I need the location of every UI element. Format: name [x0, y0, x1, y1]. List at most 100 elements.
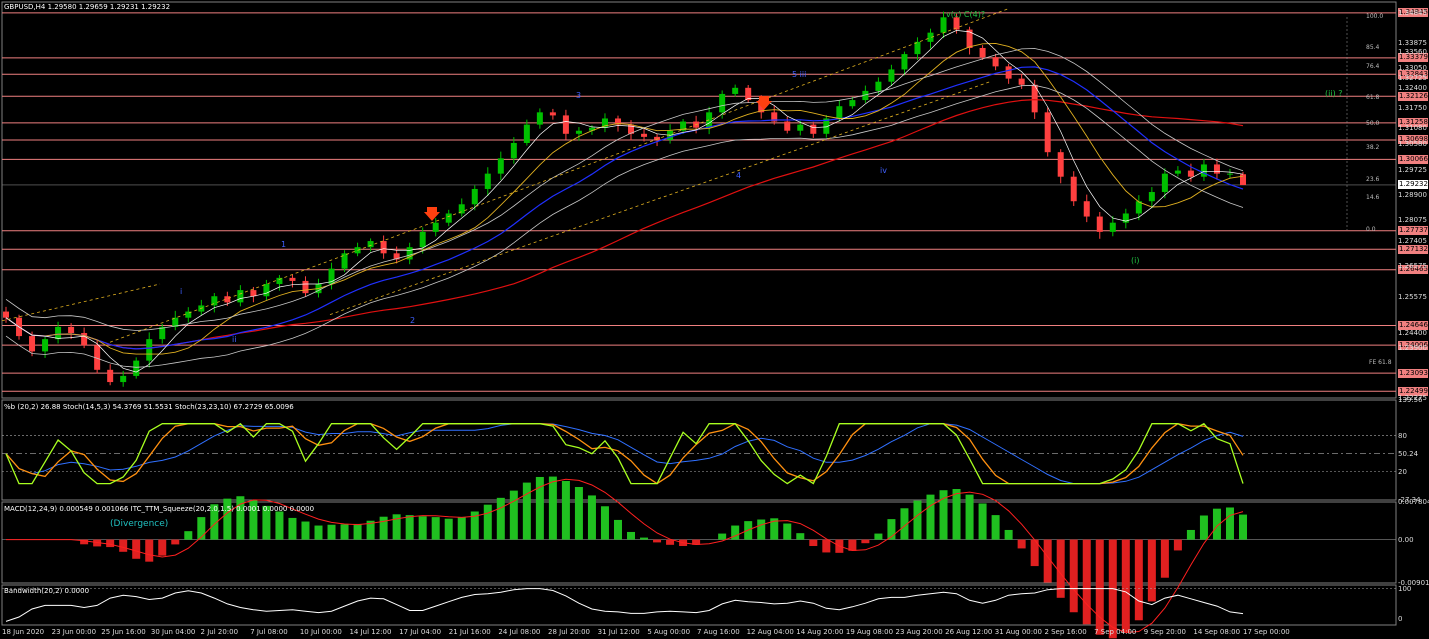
candle-body: [1148, 192, 1155, 202]
macd-histogram-bar: [757, 519, 766, 540]
candle-body: [654, 136, 661, 140]
stoch-axis-tick: 139.56: [1398, 396, 1423, 404]
candle-body: [771, 112, 778, 122]
macd-histogram-bar: [1199, 515, 1208, 540]
candle-body: [497, 158, 504, 174]
level-price-tag: 1.32843: [1398, 69, 1428, 79]
level-price-tag: 1.27132: [1398, 244, 1428, 254]
price-axis-tick: 1.29725: [1398, 165, 1427, 174]
macd-histogram-bar: [600, 506, 609, 540]
macd-histogram-bar: [1043, 539, 1052, 583]
candle-body: [1213, 164, 1220, 174]
candle-body: [432, 222, 439, 232]
candle-body: [328, 268, 335, 284]
candle-body: [927, 32, 934, 42]
candle-body: [641, 133, 648, 137]
candle-body: [263, 283, 270, 297]
candle-body: [836, 106, 843, 119]
macd-histogram-bar: [210, 504, 219, 540]
level-price-tag: 1.22499: [1398, 386, 1428, 396]
candle-body: [1005, 66, 1012, 79]
bandwidth-line: [5, 588, 1244, 622]
candle-body: [888, 69, 895, 82]
time-axis-tick: 23 Jun 00:00: [51, 628, 97, 636]
macd-histogram-bar: [1017, 539, 1026, 549]
candle-body: [940, 17, 947, 33]
macd-histogram-bar: [418, 516, 427, 540]
candle-body: [393, 253, 400, 260]
macd-axis-tick: 0.007804: [1398, 498, 1429, 506]
macd-histogram-bar: [770, 518, 779, 540]
candle-body: [120, 375, 127, 383]
candle-body: [1240, 174, 1246, 185]
wave-label: 3: [576, 91, 582, 100]
macd-histogram-bar: [288, 517, 297, 540]
candle-body: [1187, 170, 1194, 177]
current-price-tag: 1.29232: [1398, 180, 1428, 190]
candle-body: [875, 81, 882, 91]
bandwidth-axis-tick: 0: [1398, 615, 1403, 623]
trend-channel-upper: [109, 7, 1011, 343]
macd-histogram-bar: [327, 524, 336, 540]
time-axis-tick: 17 Sep 00:00: [1243, 628, 1290, 636]
bandwidth-panel-title: Bandwidth(20,2) 0.0000: [4, 587, 90, 595]
time-axis-tick: 23 Aug 20:00: [895, 628, 943, 636]
time-axis-tick: 7 Jul 08:00: [250, 628, 288, 636]
level-price-tag: 1.34845: [1398, 8, 1428, 18]
macd-histogram-bar: [796, 533, 805, 540]
price-axis-tick: 1.34845: [1398, 8, 1427, 17]
candle-body: [706, 112, 713, 128]
fib-level-label: 14.6: [1366, 194, 1380, 201]
candle-body: [1044, 112, 1051, 153]
candle-body: [1096, 216, 1103, 232]
macd-histogram-bar: [223, 498, 232, 540]
time-axis-tick: 14 Aug 20:00: [796, 628, 844, 636]
price-axis-tick: 1.32400: [1398, 83, 1427, 92]
wave-label: iv: [880, 166, 887, 175]
macd-histogram-bar: [1186, 529, 1195, 540]
macd-histogram-bar: [1173, 539, 1182, 551]
macd-panel-title: MACD(12,24,9) 0.000549 0.001066 ITC_TTM_…: [4, 505, 315, 513]
wave-label: 5 iii: [792, 70, 807, 79]
level-price-tag: 1.23093: [1398, 368, 1428, 378]
macd-histogram-bar: [353, 523, 362, 540]
macd-histogram-bar: [848, 539, 857, 551]
candle-body: [588, 127, 595, 131]
macd-histogram-bar: [184, 531, 193, 540]
candle-body: [172, 317, 179, 327]
time-axis-tick: 19 Aug 08:00: [845, 628, 894, 636]
candle-body: [159, 326, 166, 340]
bollinger-upper: [5, 48, 1244, 331]
candle-body: [380, 241, 387, 254]
macd-histogram-bar: [158, 539, 167, 556]
macd-histogram-bar: [132, 539, 141, 559]
time-axis-tick: 18 Jun 2020: [2, 628, 45, 636]
time-axis-tick: 12 Aug 04:00: [746, 628, 794, 636]
candle-body: [745, 87, 752, 101]
level-price-tag: 1.33379: [1398, 53, 1428, 63]
macd-histogram-bar: [392, 514, 401, 540]
macd-histogram-bar: [666, 539, 675, 545]
fib-level-label: 0.0: [1366, 226, 1376, 233]
macd-histogram-bar: [1004, 529, 1013, 540]
time-axis-tick: 24 Jul 08:00: [498, 628, 541, 636]
macd-histogram-bar: [1082, 539, 1091, 625]
candle-body: [406, 247, 413, 260]
candle-body: [732, 87, 739, 94]
candle-body: [29, 336, 36, 352]
level-price-tag: 1.30698: [1398, 135, 1428, 145]
candle-body: [484, 173, 491, 189]
candle-body: [601, 118, 608, 128]
macd-histogram-bar: [718, 533, 727, 540]
macd-histogram-bar: [1056, 539, 1065, 598]
macd-histogram-bar: [197, 517, 206, 540]
candle-body: [471, 188, 478, 205]
candle-body: [1057, 152, 1064, 177]
macd-histogram-bar: [1225, 507, 1234, 540]
fib-extension-label: FE 61.8: [1369, 359, 1392, 366]
level-price-tag: 1.30066: [1398, 154, 1428, 164]
macd-histogram-bar: [939, 490, 948, 540]
level-price-tag: 1.24006: [1398, 340, 1428, 350]
candle-body: [341, 253, 348, 269]
panel-frame: [1, 1, 1397, 399]
